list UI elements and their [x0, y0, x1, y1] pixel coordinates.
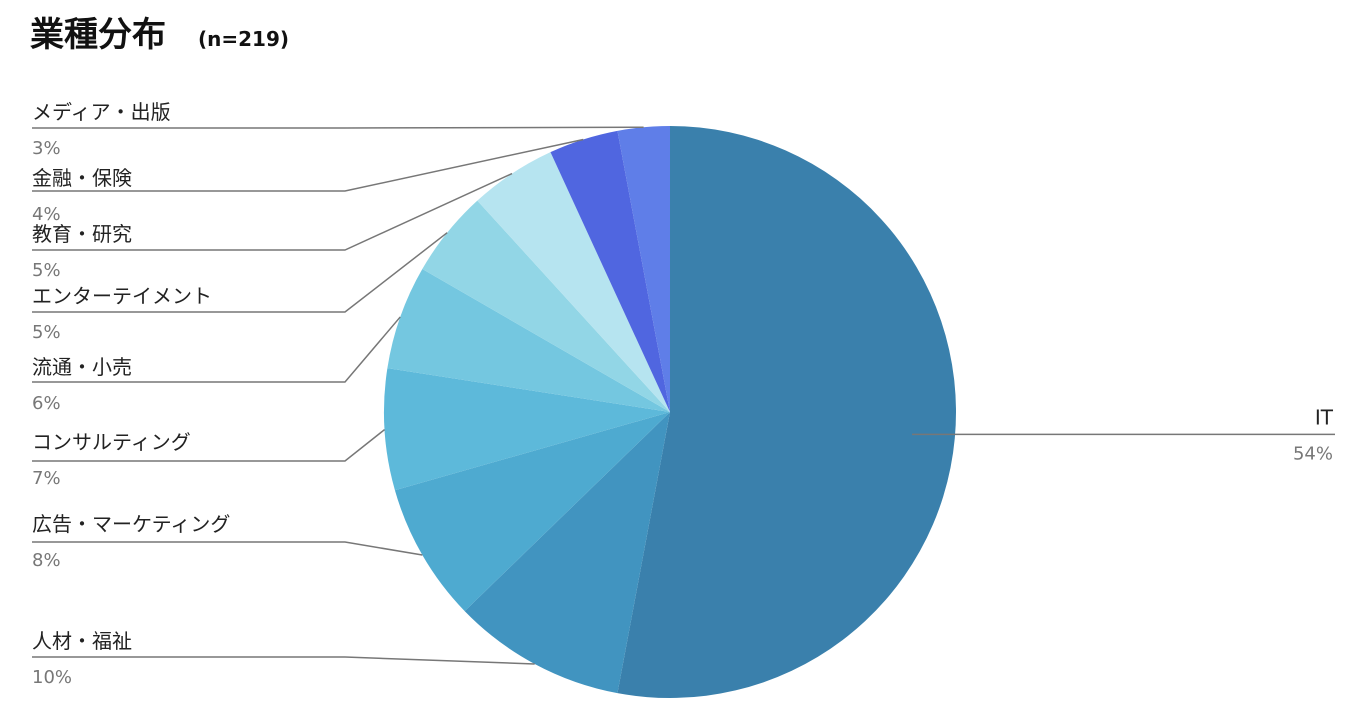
slice-value: 7% [32, 468, 61, 489]
slice-label: IT [1315, 405, 1334, 429]
slice-label: コンサルティング [32, 430, 191, 454]
slice-label: 人材・福祉 [32, 629, 132, 653]
slice-value: 54% [1293, 443, 1333, 464]
slice-value: 10% [32, 667, 72, 688]
slice-value: 5% [32, 322, 61, 343]
leader-line [32, 316, 401, 383]
pie-slice [617, 126, 670, 412]
slice-value: 6% [32, 393, 61, 414]
slice-value: 3% [32, 138, 61, 159]
slice-value: 8% [32, 550, 61, 571]
slice-value: 4% [32, 204, 61, 225]
slice-value: 5% [32, 260, 61, 281]
leader-line [32, 232, 448, 313]
leader-line [32, 429, 386, 462]
pie-slice [384, 368, 670, 491]
pie-slice [422, 200, 670, 412]
leader-line [32, 138, 584, 192]
pie-slice [387, 269, 670, 412]
chart-title: 業種分布 [30, 15, 166, 55]
slice-label: 教育・研究 [32, 222, 132, 246]
slice-label: エンターテイメント [32, 284, 212, 308]
leader-line [32, 656, 535, 665]
pie-slice [394, 412, 670, 612]
slice-label: 金融・保険 [32, 166, 132, 190]
slice-label: 流通・小売 [32, 355, 132, 379]
slice-label: 広告・マーケティング [32, 512, 230, 536]
leader-line [32, 172, 513, 251]
leader-line [32, 541, 423, 556]
chart-subtitle: (n=219) [198, 27, 289, 51]
pie-slice [464, 412, 670, 694]
pie-slice [550, 130, 670, 412]
slice-label: メディア・出版 [32, 100, 171, 124]
leader-line [32, 126, 644, 129]
pie-slice [617, 126, 956, 698]
pie-slice [477, 152, 670, 412]
